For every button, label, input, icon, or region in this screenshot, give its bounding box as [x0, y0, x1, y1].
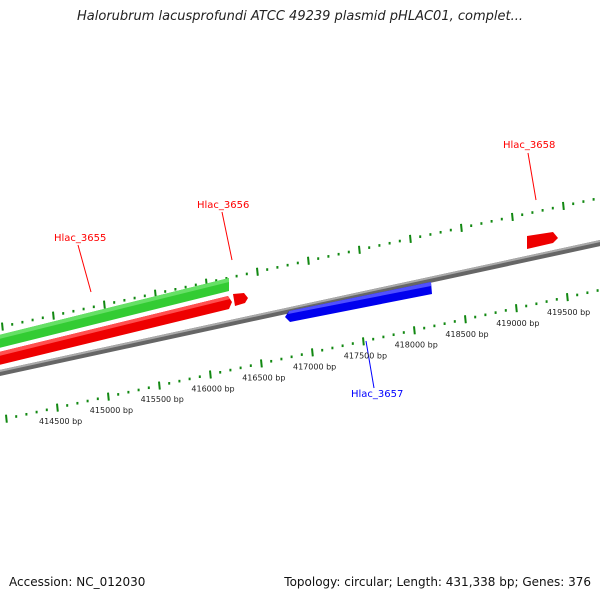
major-tick: [103, 300, 106, 309]
major-tick: [56, 403, 59, 412]
gene-label[interactable]: Hlac_3655: [54, 233, 106, 244]
ruler-label: 416500 bp: [242, 373, 285, 382]
ruler-label: 419000 bp: [496, 319, 539, 328]
major-tick: [256, 267, 259, 276]
major-tick: [5, 414, 8, 423]
map-title: Halorubrum lacusprofundi ATCC 49239 plas…: [77, 9, 523, 24]
ruler-label: 416000 bp: [191, 384, 234, 393]
major-tick: [107, 392, 110, 401]
major-tick: [358, 245, 361, 254]
gene-hlac-3655[interactable]: [0, 296, 232, 366]
gene-label[interactable]: Hlac_3657: [351, 389, 403, 400]
ruler-label: 418000 bp: [395, 341, 438, 350]
major-tick: [1, 322, 4, 331]
major-tick: [362, 337, 365, 346]
ruler-label: 417500 bp: [344, 352, 387, 361]
ruler-label: 415500 bp: [141, 395, 184, 404]
major-tick: [511, 212, 514, 222]
gene-hlac-3656[interactable]: [233, 293, 248, 306]
major-tick: [566, 293, 569, 302]
major-tick: [409, 234, 412, 243]
gene-label[interactable]: Hlac_3658: [503, 140, 555, 151]
major-tick: [158, 381, 161, 390]
gene-label[interactable]: Hlac_3656: [197, 200, 249, 211]
major-tick: [464, 315, 467, 324]
ruler-labels: 414500 bp 415000 bp 415500 bp 416000 bp 4165…: [39, 308, 590, 426]
major-tick: [413, 326, 416, 335]
ruler-label: 417000 bp: [293, 363, 336, 372]
major-tick: [311, 348, 314, 357]
ruler-label: 415000 bp: [90, 406, 133, 415]
gene-hlac-3658[interactable]: [527, 232, 558, 249]
ruler-label: 419500 bp: [547, 308, 590, 317]
major-tick: [562, 201, 565, 211]
genome-stats-text: Topology: circular; Length: 431,338 bp; …: [284, 575, 591, 589]
backbone: [0, 240, 600, 376]
major-tick: [260, 359, 263, 368]
major-tick: [307, 256, 310, 265]
major-tick: [209, 370, 212, 379]
lower-tick-ruler: [5, 289, 599, 423]
ruler-label: 418500 bp: [445, 330, 488, 339]
major-tick: [515, 304, 518, 313]
major-tick: [52, 311, 55, 320]
ruler-label: 414500 bp: [39, 417, 82, 426]
accession-text: Accession: NC_012030: [9, 575, 146, 589]
major-tick: [460, 223, 463, 232]
